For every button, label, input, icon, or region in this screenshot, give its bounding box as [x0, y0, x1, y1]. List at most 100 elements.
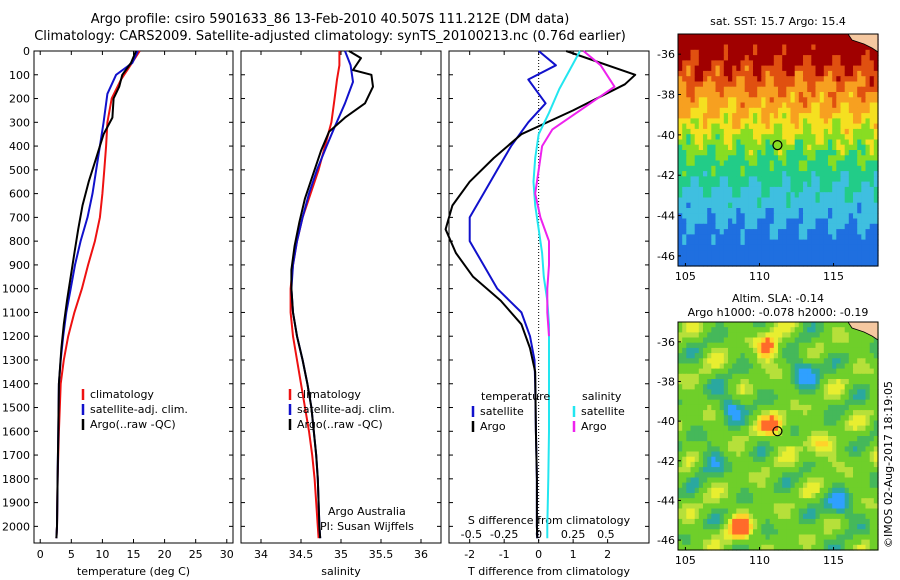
- map-cell: [765, 218, 771, 225]
- map-cell: [786, 425, 792, 432]
- map-cell: [711, 255, 717, 262]
- map-cell: [682, 493, 687, 499]
- map-cell: [840, 81, 846, 88]
- map-cell: [732, 134, 737, 141]
- map-cell: [865, 197, 871, 204]
- map-cell: [711, 250, 717, 257]
- map-cell: [769, 55, 775, 61]
- map-cell: [865, 477, 871, 484]
- map-cell: [798, 171, 804, 177]
- map-cell: [753, 229, 758, 235]
- map-cell: [748, 139, 754, 146]
- map-cell: [769, 155, 775, 162]
- map-cell: [811, 76, 817, 83]
- map-cell: [832, 322, 837, 328]
- map-cell: [769, 534, 775, 541]
- map-cell: [682, 425, 687, 432]
- map-cell: [748, 472, 754, 479]
- map-cell: [678, 139, 683, 146]
- map-cell: [736, 223, 742, 230]
- map-cell: [719, 255, 725, 262]
- map-cell: [798, 150, 804, 156]
- map-cell: [778, 477, 783, 484]
- map-cell: [798, 446, 804, 453]
- map-cell: [798, 342, 804, 349]
- map-cell: [832, 529, 837, 536]
- map-cell: [844, 65, 850, 72]
- map-cell: [715, 322, 721, 328]
- map-cell: [815, 347, 821, 354]
- map-cell: [723, 415, 729, 422]
- map-cell: [790, 239, 796, 246]
- map-cell: [707, 97, 712, 104]
- map-cell: [682, 347, 687, 354]
- map-cell: [836, 165, 842, 172]
- map-cell: [848, 192, 854, 199]
- map-cell: [761, 229, 767, 235]
- map-cell: [748, 441, 754, 447]
- map-cell: [836, 342, 842, 349]
- map-cell: [815, 102, 821, 109]
- map-cell: [769, 134, 775, 141]
- map-cell: [773, 358, 779, 365]
- map-cell: [853, 76, 858, 83]
- map-cell: [711, 192, 717, 199]
- map-cell: [782, 487, 787, 494]
- map-cell: [807, 441, 812, 447]
- map-cell: [873, 150, 879, 156]
- map-cell: [836, 113, 842, 119]
- map-cell: [811, 39, 817, 46]
- map-cell: [748, 384, 754, 390]
- map-cell: [778, 155, 783, 162]
- map-cell: [703, 239, 708, 246]
- map-cell: [873, 534, 879, 541]
- map-cell: [773, 410, 779, 416]
- map-cell: [803, 218, 808, 225]
- map-cell: [736, 213, 742, 220]
- map-cell: [790, 337, 796, 344]
- map-cell: [769, 327, 775, 333]
- map-cell: [790, 461, 796, 468]
- map-cell: [682, 410, 687, 416]
- map-cell: [836, 544, 842, 551]
- map-cell: [690, 373, 696, 380]
- map-cell: [769, 539, 775, 546]
- map-cell: [707, 394, 712, 401]
- map-cell: [744, 197, 750, 204]
- map-cell: [719, 181, 725, 188]
- map-cell: [765, 244, 771, 251]
- map-cell: [861, 213, 867, 220]
- map-cell: [686, 186, 692, 193]
- map-cell: [748, 260, 754, 267]
- map-cell: [794, 234, 800, 241]
- map-cell: [861, 60, 867, 67]
- map-cell: [757, 508, 762, 515]
- map-cell: [823, 342, 829, 349]
- map-cell: [815, 353, 821, 359]
- map-cell: [769, 218, 775, 225]
- map-cell: [769, 160, 775, 167]
- map-cell: [682, 34, 687, 40]
- map-cell: [690, 70, 696, 77]
- map-cell: [832, 404, 837, 411]
- map-cell: [848, 208, 854, 214]
- map-cell: [753, 410, 758, 416]
- map-cell: [748, 337, 754, 344]
- map-cell: [744, 353, 750, 359]
- map-cell: [719, 134, 725, 141]
- map-cell: [732, 86, 737, 93]
- map-cell: [828, 244, 833, 251]
- map-cell: [723, 332, 729, 339]
- map-cell: [757, 472, 762, 479]
- map-cell: [686, 34, 692, 40]
- map-cell: [873, 181, 879, 188]
- map-cell: [819, 150, 825, 156]
- map-cell: [786, 467, 792, 473]
- map-cell: [798, 353, 804, 359]
- map-cell: [807, 373, 812, 380]
- x-axis-label: salinity: [321, 565, 361, 578]
- map-cell: [686, 404, 692, 411]
- map-cell: [686, 384, 692, 390]
- map-cell: [848, 202, 854, 209]
- map-cell: [753, 363, 758, 370]
